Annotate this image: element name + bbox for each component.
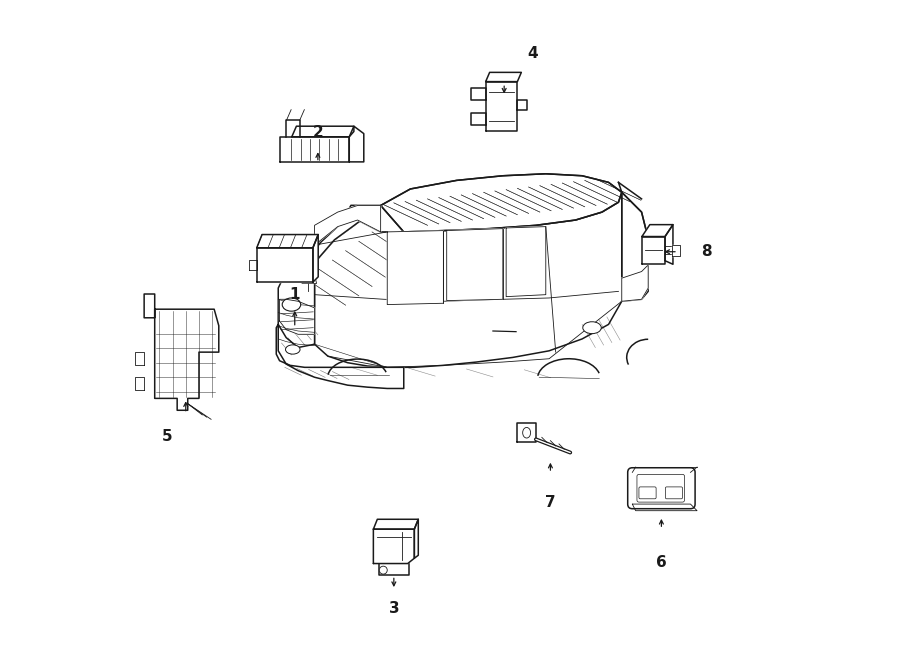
Polygon shape: [144, 294, 219, 410]
Circle shape: [379, 566, 387, 574]
Polygon shape: [135, 352, 144, 365]
Polygon shape: [414, 519, 418, 558]
FancyBboxPatch shape: [665, 487, 682, 498]
Ellipse shape: [583, 322, 601, 334]
Polygon shape: [446, 228, 503, 301]
Polygon shape: [315, 192, 622, 367]
Ellipse shape: [523, 428, 531, 438]
Polygon shape: [315, 205, 381, 245]
Polygon shape: [642, 236, 665, 264]
Polygon shape: [313, 234, 319, 282]
Polygon shape: [471, 88, 486, 100]
Polygon shape: [298, 205, 381, 285]
Text: 2: 2: [312, 125, 323, 140]
FancyBboxPatch shape: [627, 468, 695, 508]
Polygon shape: [518, 424, 536, 442]
Polygon shape: [349, 126, 364, 162]
FancyBboxPatch shape: [637, 475, 685, 502]
Polygon shape: [374, 529, 414, 563]
Polygon shape: [486, 81, 518, 131]
Polygon shape: [642, 224, 673, 236]
Polygon shape: [374, 519, 419, 529]
Polygon shape: [300, 275, 317, 283]
Polygon shape: [298, 205, 381, 285]
Polygon shape: [248, 260, 256, 270]
Text: 5: 5: [162, 429, 173, 444]
Text: 6: 6: [656, 555, 667, 570]
Polygon shape: [633, 504, 698, 510]
Text: 8: 8: [701, 244, 712, 260]
Polygon shape: [665, 224, 673, 264]
Polygon shape: [665, 246, 677, 254]
FancyBboxPatch shape: [639, 487, 656, 498]
Text: 3: 3: [389, 601, 400, 616]
Polygon shape: [486, 72, 521, 81]
Polygon shape: [518, 100, 527, 110]
Polygon shape: [276, 324, 404, 389]
Ellipse shape: [285, 345, 300, 354]
Polygon shape: [387, 230, 444, 305]
Text: 7: 7: [545, 495, 555, 510]
Polygon shape: [292, 126, 354, 137]
Polygon shape: [135, 377, 144, 391]
Polygon shape: [506, 226, 545, 297]
Polygon shape: [278, 245, 315, 348]
Ellipse shape: [283, 298, 301, 311]
Polygon shape: [280, 299, 315, 334]
Polygon shape: [622, 265, 648, 301]
Polygon shape: [280, 137, 349, 162]
Polygon shape: [622, 192, 648, 301]
Polygon shape: [671, 245, 680, 256]
Polygon shape: [256, 248, 313, 282]
Text: 4: 4: [527, 46, 538, 61]
Polygon shape: [381, 173, 622, 232]
Polygon shape: [256, 234, 319, 248]
Polygon shape: [471, 113, 486, 125]
Text: 1: 1: [290, 287, 300, 302]
Polygon shape: [381, 173, 622, 232]
